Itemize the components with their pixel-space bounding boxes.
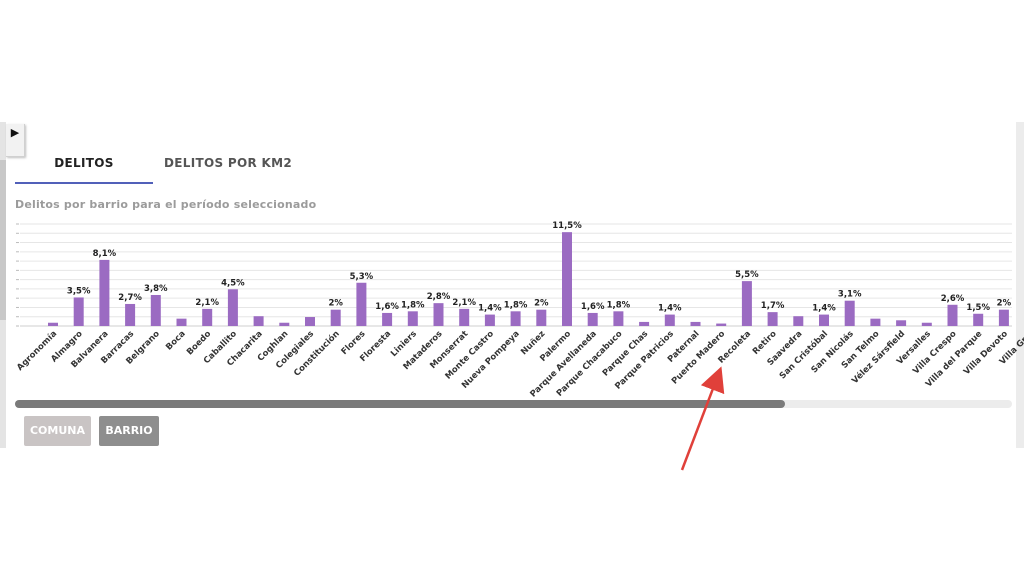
bar-value-label: 2,8%: [427, 292, 451, 302]
bar-value-label: 2,1%: [452, 298, 476, 308]
bar-value-label: 1,5%: [966, 303, 990, 313]
bar[interactable]: [99, 259, 110, 326]
bar[interactable]: [716, 323, 727, 326]
bar-value-label: 1,6%: [375, 302, 399, 312]
bar-value-label: 4,5%: [221, 278, 245, 288]
bar[interactable]: [844, 300, 855, 326]
bar-value-label: 3,1%: [838, 290, 862, 300]
bar[interactable]: [407, 311, 418, 326]
bar[interactable]: [125, 303, 136, 326]
category-label: Constitución: [292, 328, 342, 378]
category-label: Boca: [164, 329, 188, 353]
bar-value-label: 2%: [534, 299, 549, 309]
comuna-button[interactable]: COMUNA: [24, 416, 91, 446]
bar[interactable]: [176, 318, 187, 326]
bar[interactable]: [998, 309, 1009, 326]
bar-value-label: 2,7%: [118, 293, 142, 303]
chart-value-labels: 3,5%8,1%2,7%3,8%2,1%4,5%2%5,3%1,6% 1,8%2,…: [67, 221, 1012, 313]
bar[interactable]: [664, 314, 675, 326]
bar-value-label: 1,4%: [478, 304, 502, 314]
bar-value-label: 8,1%: [93, 249, 117, 259]
vertical-scrollbar[interactable]: [0, 122, 6, 448]
bar-value-label: 11,5%: [552, 221, 582, 231]
bar[interactable]: [587, 312, 598, 326]
bar[interactable]: [947, 304, 958, 326]
bar[interactable]: [562, 232, 572, 326]
bar[interactable]: [227, 289, 238, 326]
horizontal-scrollbar[interactable]: [15, 400, 1012, 408]
bar[interactable]: [382, 312, 393, 326]
right-edge: [1016, 122, 1024, 448]
bar[interactable]: [150, 294, 161, 326]
barrio-button[interactable]: BARRIO: [99, 416, 159, 446]
bar[interactable]: [819, 314, 829, 326]
bar-value-label: 5,3%: [350, 272, 374, 282]
bar-value-label: 5,5%: [735, 270, 759, 280]
bar-chart: 3,5%8,1%2,7%3,8%2,1%4,5%2%5,3%1,6% 1,8%2,…: [15, 221, 1024, 399]
bar-value-label: 2%: [997, 299, 1012, 309]
bar[interactable]: [793, 316, 804, 326]
bar[interactable]: [73, 297, 84, 326]
bar[interactable]: [202, 308, 213, 326]
chart-bars: [48, 232, 1009, 326]
bar[interactable]: [356, 282, 367, 326]
bar[interactable]: [690, 321, 701, 326]
bar-value-label: 1,8%: [504, 300, 528, 310]
chart-panel: [0, 122, 1024, 448]
bar[interactable]: [279, 322, 290, 326]
bar[interactable]: [741, 281, 752, 326]
bar[interactable]: [330, 309, 341, 326]
bar[interactable]: [484, 314, 495, 326]
bar[interactable]: [973, 313, 984, 326]
horizontal-scrollbar-thumb[interactable]: [15, 400, 785, 408]
chart-subtitle: Delitos por barrio para el período selec…: [15, 198, 317, 211]
bar[interactable]: [921, 322, 932, 326]
bar[interactable]: [433, 303, 444, 326]
play-icon[interactable]: ▶: [6, 124, 25, 157]
bar-value-label: 2,6%: [941, 294, 965, 304]
bar-value-label: 1,4%: [658, 304, 682, 314]
bar[interactable]: [896, 320, 907, 326]
category-label: Agronomía: [15, 329, 59, 373]
bar-value-label: 1,8%: [401, 300, 425, 310]
bar[interactable]: [767, 312, 778, 326]
bar-value-label: 2%: [328, 299, 343, 309]
bar[interactable]: [510, 311, 521, 326]
bar[interactable]: [253, 316, 264, 326]
bar[interactable]: [305, 317, 315, 326]
bar-value-label: 1,6%: [581, 302, 605, 312]
bar[interactable]: [536, 309, 547, 326]
bar[interactable]: [613, 311, 624, 326]
vertical-scrollbar-thumb[interactable]: [0, 160, 6, 320]
bar[interactable]: [459, 308, 470, 326]
bar-value-label: 1,4%: [812, 304, 836, 314]
bar-value-label: 1,8%: [607, 300, 631, 310]
chart-grid: [16, 223, 1012, 327]
bar[interactable]: [870, 318, 881, 326]
bar-value-label: 3,5%: [67, 286, 91, 296]
chart-category-labels: AgronomíaAlmagroBalvaneraBarracasBelgran…: [15, 328, 1024, 399]
bar-value-label: 2,1%: [195, 298, 219, 308]
tab-delitos-por-km2[interactable]: DELITOS POR KM2: [164, 156, 292, 170]
bar[interactable]: [639, 321, 650, 326]
bar-value-label: 1,7%: [761, 301, 785, 311]
bar[interactable]: [48, 322, 58, 326]
tab-bar: DELITOS DELITOS POR KM2: [15, 150, 335, 184]
bar-value-label: 3,8%: [144, 284, 168, 294]
tab-delitos[interactable]: DELITOS: [15, 150, 153, 184]
